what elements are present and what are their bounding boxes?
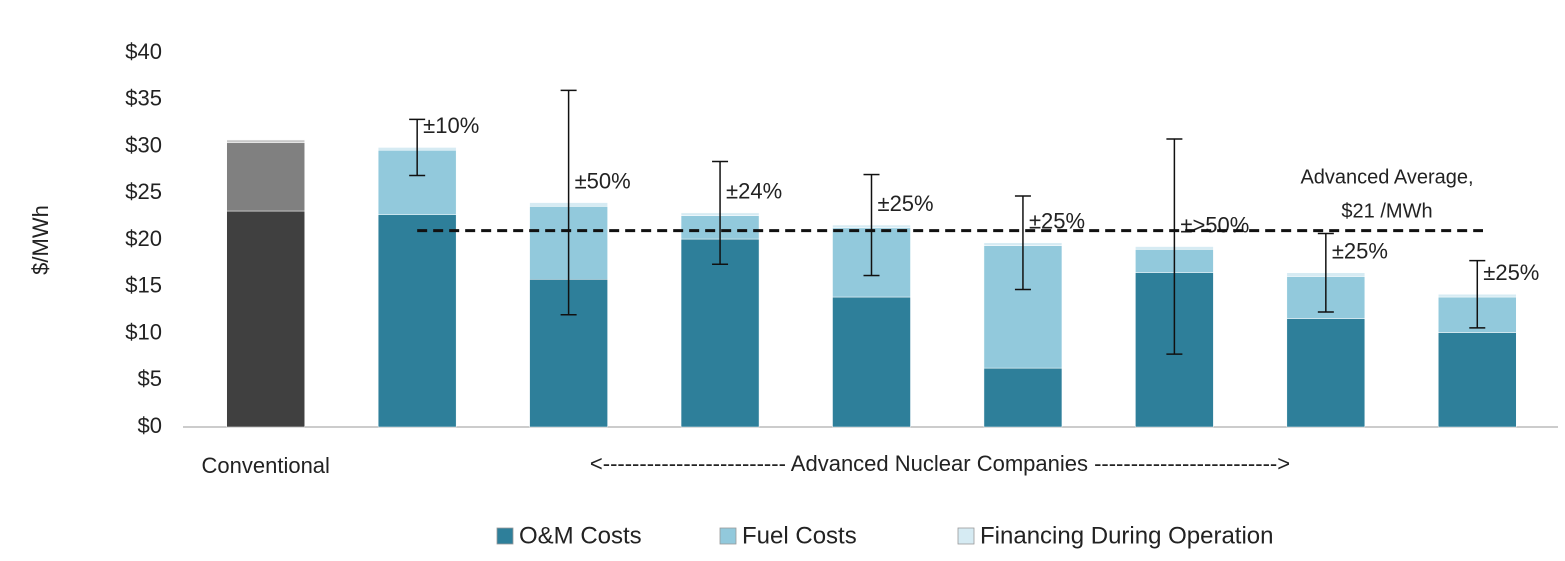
- bar-segment: [1438, 332, 1517, 428]
- bar-segment: [226, 142, 305, 212]
- bar-segment: [226, 139, 305, 144]
- legend-label: O&M Costs: [519, 522, 642, 549]
- reference-label: Advanced Average,: [1300, 166, 1473, 188]
- error-label: ±>50%: [1180, 212, 1249, 237]
- error-label: ±25%: [878, 191, 934, 216]
- error-label: ±50%: [575, 168, 631, 193]
- legend-swatch: [957, 527, 975, 545]
- y-tick-label: $5: [138, 366, 162, 391]
- error-label: ±10%: [423, 113, 479, 138]
- y-tick-label: $10: [125, 319, 162, 344]
- group-label: <------------------------- Advanced Nucl…: [590, 451, 1290, 476]
- x-tick-label: Conventional: [202, 453, 330, 478]
- legend-label: Fuel Costs: [742, 522, 857, 549]
- legend-swatch: [719, 527, 737, 545]
- bar-segment: [377, 214, 457, 428]
- y-tick-label: $15: [125, 273, 162, 298]
- bar-segment: [226, 210, 305, 428]
- error-label: ±25%: [1332, 239, 1388, 264]
- reference-label: $21 /MWh: [1341, 200, 1432, 222]
- y-axis-title: $/MWh: [28, 205, 53, 275]
- legend-swatch: [496, 527, 514, 545]
- y-tick-label: $40: [125, 39, 162, 64]
- bar-segment: [983, 367, 1063, 428]
- y-tick-label: $30: [125, 132, 162, 157]
- y-tick-label: $35: [125, 86, 162, 111]
- legend-label: Financing During Operation: [980, 522, 1274, 549]
- bar-segment: [680, 238, 760, 428]
- error-label: ±24%: [726, 179, 782, 204]
- y-tick-label: $0: [138, 413, 162, 438]
- error-label: ±25%: [1483, 260, 1539, 285]
- y-tick-label: $25: [125, 179, 162, 204]
- y-tick-label: $20: [125, 226, 162, 251]
- bar-segment: [1286, 318, 1366, 428]
- bar-segment: [832, 296, 911, 428]
